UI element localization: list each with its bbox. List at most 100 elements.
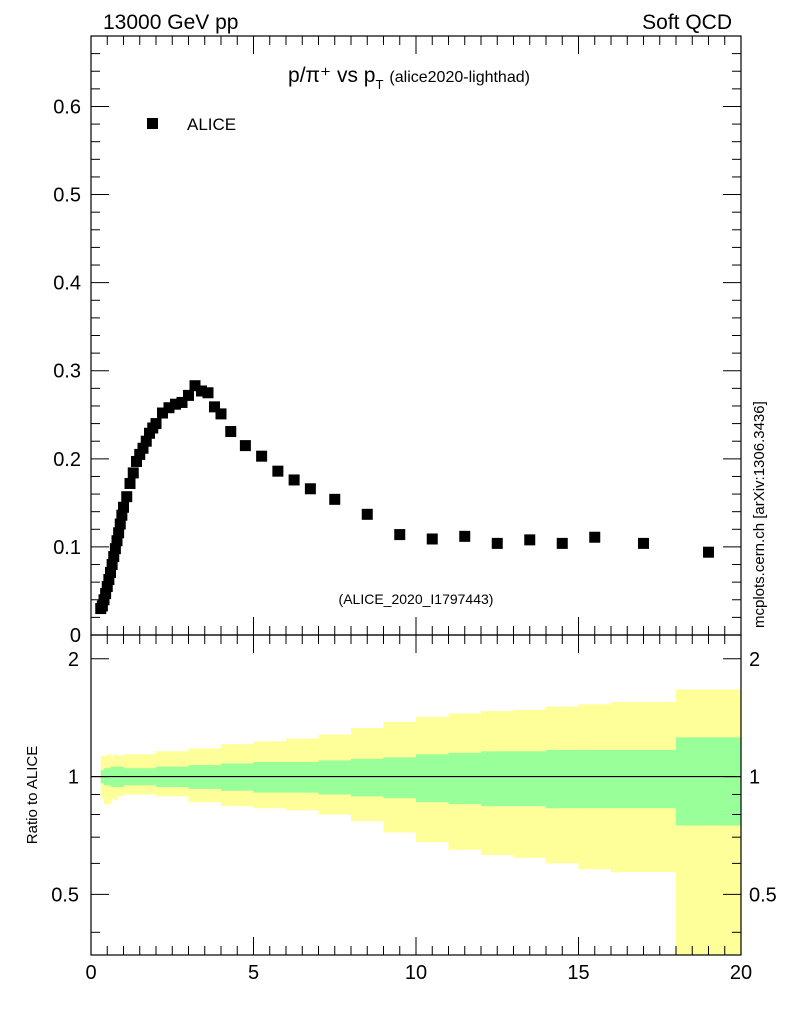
ratio-plot-panel: 0.5 0.5 1 1 2 2 0 5 10 15 20 Ratio to ALICE xyxy=(24,634,777,984)
ratio-plot-ticks xyxy=(90,635,742,955)
ratio-y-axis-label: Ratio to ALICE xyxy=(24,746,41,844)
inner-uncertainty-band xyxy=(416,754,449,803)
legend-marker xyxy=(147,118,158,129)
inner-uncertainty-band xyxy=(578,749,612,809)
data-point xyxy=(361,508,373,520)
data-point xyxy=(150,418,162,430)
inner-uncertainty-band xyxy=(546,749,579,809)
plot-title: p/π⁺ vs pT (alice2020-lighthad) xyxy=(288,64,530,92)
y-tick-label: 0.1 xyxy=(53,537,81,559)
data-point xyxy=(121,491,133,503)
data-point xyxy=(105,566,116,578)
y-tick-label: 0.5 xyxy=(53,185,81,207)
x-tick-label: 5 xyxy=(248,962,259,984)
ratio-y-tick-label-left: 1 xyxy=(68,767,79,789)
data-point xyxy=(215,408,227,420)
data-point xyxy=(196,385,207,397)
inner-uncertainty-band xyxy=(383,757,417,799)
data-point xyxy=(116,509,128,521)
data-point xyxy=(638,537,649,549)
data-point xyxy=(98,594,110,606)
data-point xyxy=(176,396,188,408)
data-point xyxy=(225,426,237,438)
ratio-y-tick-label-right: 1 xyxy=(749,767,760,789)
data-point xyxy=(163,402,175,414)
data-point xyxy=(394,529,406,541)
data-point xyxy=(96,600,108,612)
inner-uncertainty-band xyxy=(286,761,319,793)
y-tick-label: 0.2 xyxy=(53,449,81,471)
x-tick-label: 15 xyxy=(567,962,589,984)
data-point xyxy=(111,535,123,547)
data-point xyxy=(134,448,146,460)
inner-uncertainty-band xyxy=(351,758,384,797)
data-points xyxy=(95,380,714,615)
title-main: p/π⁺ vs p xyxy=(288,64,375,87)
data-point xyxy=(170,398,181,410)
inner-uncertainty-band xyxy=(611,749,677,809)
data-point xyxy=(209,401,220,413)
data-point xyxy=(189,380,201,392)
data-point xyxy=(329,493,341,505)
ratio-y-tick-label-left: 2 xyxy=(68,649,79,671)
y-tick-label: 0.3 xyxy=(53,361,81,383)
data-point xyxy=(140,435,152,447)
data-point xyxy=(304,483,316,495)
title-extra: (alice2020-lighthad) xyxy=(389,69,530,86)
x-tick-label: 20 xyxy=(730,962,752,984)
data-point xyxy=(459,530,471,542)
x-tick-label: 10 xyxy=(405,962,427,984)
y-tick-label-zero: 0 xyxy=(70,625,81,647)
data-point xyxy=(113,527,125,539)
data-point xyxy=(272,465,284,477)
energy-label: 13000 GeV pp xyxy=(103,11,238,34)
side-source-label: mcplots.cern.ch [arXiv:1306.3436] xyxy=(751,401,768,628)
analysis-watermark: (ALICE_2020_I1797443) xyxy=(339,591,494,607)
x-tick-label: 0 xyxy=(85,962,96,984)
title-subscript: T xyxy=(375,77,383,92)
inner-uncertainty-band xyxy=(513,751,547,807)
data-point xyxy=(589,531,601,543)
y-tick-label: 0.4 xyxy=(53,273,81,295)
inner-uncertainty-band xyxy=(448,752,482,805)
ratio-y-tick-label-right: 0.5 xyxy=(749,884,777,906)
data-point xyxy=(127,467,139,479)
data-point xyxy=(556,537,568,549)
data-point xyxy=(703,546,714,558)
ratio-y-tick-label-right: 2 xyxy=(749,649,760,671)
data-point xyxy=(239,440,251,452)
data-point xyxy=(491,537,503,549)
data-point xyxy=(118,501,129,513)
x-tick-labels: 0 5 10 15 20 xyxy=(85,962,752,984)
inner-uncertainty-band xyxy=(481,751,514,807)
data-point xyxy=(426,533,438,545)
main-plot-ticks xyxy=(90,35,742,636)
ratio-y-tick-labels: 0.5 0.5 1 1 2 2 xyxy=(51,649,777,907)
data-point xyxy=(100,588,112,600)
data-point xyxy=(108,551,120,563)
data-point xyxy=(103,574,115,586)
data-point xyxy=(183,389,194,401)
data-point xyxy=(131,455,142,467)
main-plot-panel: 0.1 0.2 0.3 0.4 0.5 0.6 0 p/π⁺ vs pT (alice2020… xyxy=(53,35,742,647)
inner-uncertainty-band xyxy=(253,761,287,793)
data-point xyxy=(202,387,214,399)
process-label: Soft QCD xyxy=(642,11,732,34)
data-point xyxy=(106,559,118,571)
main-y-tick-labels: 0.1 0.2 0.3 0.4 0.5 0.6 0 xyxy=(53,96,81,647)
ratio-y-tick-label-left: 0.5 xyxy=(51,884,79,906)
inner-uncertainty-band xyxy=(318,760,352,795)
data-point xyxy=(124,477,136,489)
data-point xyxy=(137,442,149,454)
data-point xyxy=(101,581,113,593)
data-point xyxy=(114,518,126,530)
y-tick-label: 0.6 xyxy=(53,96,81,118)
legend-label: ALICE xyxy=(187,115,236,134)
inner-uncertainty-band xyxy=(676,737,742,826)
data-point xyxy=(524,534,536,546)
data-point xyxy=(109,543,121,555)
data-point xyxy=(157,407,168,419)
data-point xyxy=(288,474,300,486)
